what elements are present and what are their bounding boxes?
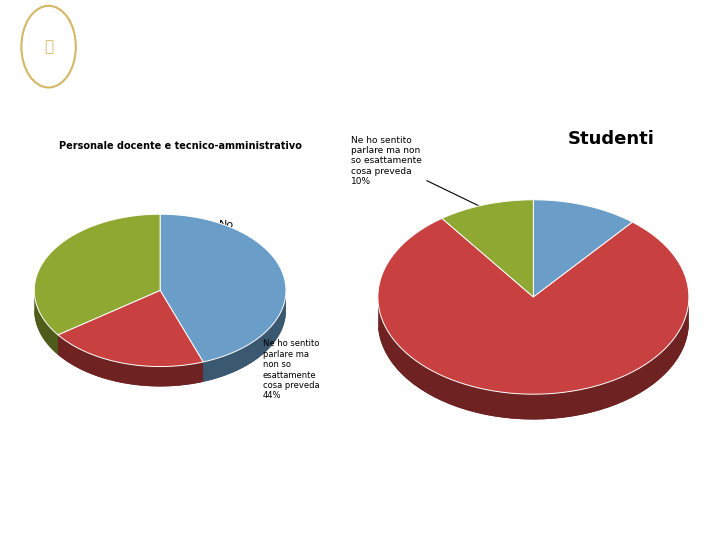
Polygon shape: [378, 218, 689, 394]
Text: Ne ho sentito
parlare ma
non so
esattamente
cosa preveda
44%: Ne ho sentito parlare ma non so esattame…: [263, 339, 320, 400]
Polygon shape: [442, 200, 534, 297]
Text: No
79%: No 79%: [513, 325, 538, 347]
Polygon shape: [203, 292, 286, 382]
Polygon shape: [160, 310, 286, 382]
Text: Personale docente e tecnico-amministrativo: Personale docente e tecnico-amministrati…: [58, 141, 302, 151]
Polygon shape: [58, 291, 203, 367]
Text: UNIVERSITÀ
DI PAVIA: UNIVERSITÀ DI PAVIA: [27, 99, 70, 111]
Polygon shape: [378, 322, 689, 420]
Text: Domanda n. 4: sa che nel 2014 l’Ateneo ha attivato una procedura
di segnalazione: Domanda n. 4: sa che nel 2014 l’Ateneo h…: [116, 33, 639, 68]
Text: 🏛: 🏛: [44, 39, 53, 54]
Polygon shape: [58, 335, 203, 387]
Polygon shape: [160, 214, 286, 362]
Text: unipv.eu: unipv.eu: [14, 511, 73, 524]
Text: Ne ho sentito
parlare ma non
so esattamente
cosa preveda
10%: Ne ho sentito parlare ma non so esattame…: [351, 136, 491, 212]
Text: Studenti: Studenti: [567, 130, 654, 148]
Text: No
26%: No 26%: [214, 220, 239, 241]
Polygon shape: [58, 310, 203, 387]
Polygon shape: [35, 291, 58, 355]
Text: Sì
56%: Sì 56%: [62, 286, 86, 308]
Polygon shape: [378, 297, 689, 420]
Polygon shape: [35, 310, 160, 355]
Polygon shape: [534, 200, 632, 297]
Text: 10: 10: [681, 511, 698, 524]
Text: Sì
11%: Sì 11%: [576, 221, 596, 241]
Polygon shape: [35, 214, 160, 335]
